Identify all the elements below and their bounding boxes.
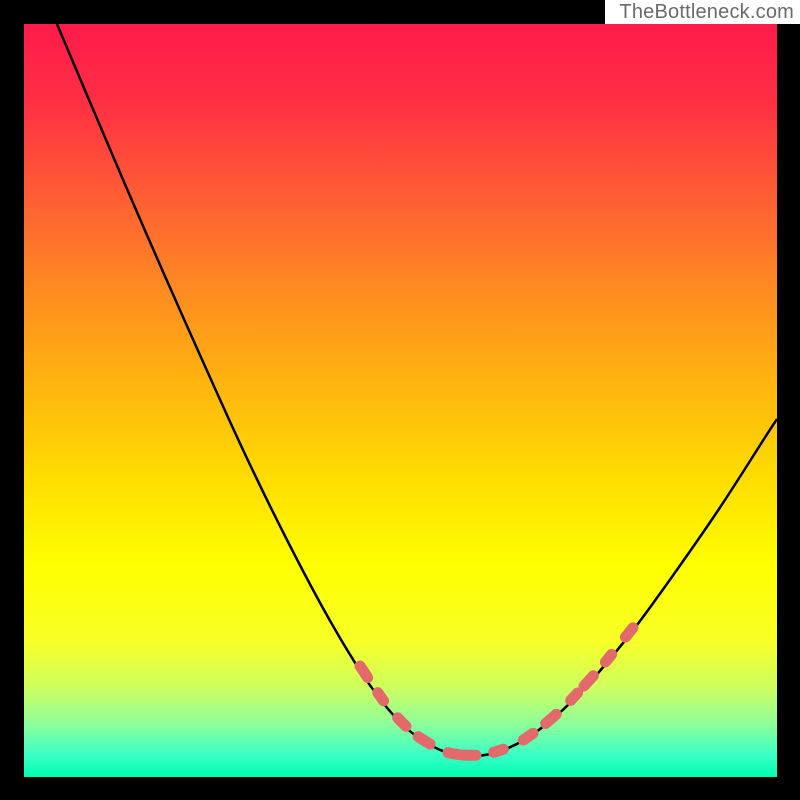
curve-overlay <box>24 24 777 777</box>
marker-segment <box>360 666 462 755</box>
attribution-label: TheBottleneck.com <box>605 0 800 24</box>
marker-segment <box>584 624 636 686</box>
plot-area <box>24 24 777 777</box>
optimal-range-markers <box>360 624 636 755</box>
marker-segment <box>462 686 584 755</box>
bottleneck-curve <box>57 24 777 756</box>
chart-frame: TheBottleneck.com <box>0 0 800 800</box>
